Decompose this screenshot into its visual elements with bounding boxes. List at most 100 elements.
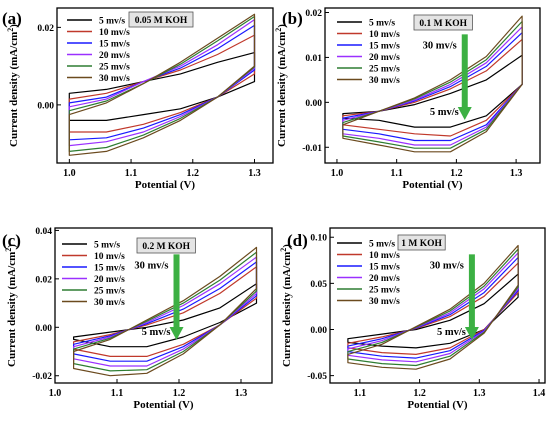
legend-label: 25 mv/s xyxy=(94,287,125,297)
scan-rate-arrow-head xyxy=(464,327,479,341)
x-tick-label: 1.3 xyxy=(235,388,248,399)
cv-curve-10-mv-s xyxy=(68,34,256,133)
legend-label: 10 mv/s xyxy=(369,251,400,261)
arrow-top-label: 30 mv/s xyxy=(134,260,168,271)
x-tick-label: 1.0 xyxy=(331,168,344,179)
y-axis-title: Current density (mA/cm2) xyxy=(279,244,293,367)
y-axis-title-main: Current density (mA/cm xyxy=(6,252,18,367)
cv-curve-15-mv-s xyxy=(68,24,256,141)
x-tick-label: 1.2 xyxy=(450,168,463,179)
y-tick-label: -0.01 xyxy=(302,144,322,154)
y-tick-label: -0.05 xyxy=(307,372,327,382)
plot-frame xyxy=(56,7,274,164)
y-axis-title-main: Current density (mA/cm xyxy=(281,252,293,367)
y-axis-title-tail: ) xyxy=(281,244,293,248)
cv-curve-30-mv-s xyxy=(342,15,523,153)
x-tick-label: 1.3 xyxy=(473,388,486,399)
y-axis-title-sup: 2 xyxy=(4,248,13,252)
x-axis-title: Potential (V) xyxy=(133,399,194,411)
plot-frame xyxy=(329,227,546,384)
panel-b: 1.0 1.1 1.2 1.3 -0.01 0.00 0.01 0.02 Potential (… xyxy=(274,7,541,191)
legend-label: 20 mv/s xyxy=(99,51,130,61)
y-axis-title-sup: 2 xyxy=(274,28,283,32)
x-tick-label: 1.2 xyxy=(413,388,426,399)
legend-label: 30 mv/s xyxy=(94,298,125,308)
panel-label: (c) xyxy=(2,231,21,250)
y-axis-title-sup: 2 xyxy=(279,248,288,252)
concentration-box xyxy=(413,14,473,31)
arrow-top-label: 30 mv/s xyxy=(430,260,464,271)
legend-label: 5 mv/s xyxy=(369,240,395,250)
y-tick-label: -0.02 xyxy=(32,372,52,382)
x-tick-label: 1.1 xyxy=(390,168,403,179)
y-tick-label: 0.00 xyxy=(310,326,327,336)
cv-curve-25-mv-s xyxy=(68,15,256,152)
legend-label: 25 mv/s xyxy=(99,63,130,73)
arrow-bottom-label: 5 mv/s xyxy=(430,107,459,118)
x-tick-label: 1.4 xyxy=(533,388,546,399)
y-tick-label: 0.02 xyxy=(305,9,322,19)
x-tick-label: 1.1 xyxy=(125,168,138,179)
x-tick-label: 1.3 xyxy=(248,168,261,179)
legend-label: 30 mv/s xyxy=(99,74,130,84)
legend-label: 5 mv/s xyxy=(369,19,395,29)
legend-label: 10 mv/s xyxy=(99,28,130,38)
x-tick-label: 1.2 xyxy=(187,168,200,179)
scan-rate-arrow-head xyxy=(169,327,184,341)
y-axis-title: Current density (mA/cm2) xyxy=(4,244,18,367)
legend-label: 20 mv/s xyxy=(369,53,400,63)
legend-label: 25 mv/s xyxy=(369,286,400,296)
y-tick-label: 0.02 xyxy=(35,275,52,285)
x-tick-label: 1.0 xyxy=(49,388,62,399)
scan-rate-arrow-shaft xyxy=(173,254,180,329)
x-axis-title: Potential (V) xyxy=(407,399,468,411)
panel-a: 1.0 1.1 1.2 1.3 0.00 0.02 Potential (V) Current… xyxy=(2,7,274,191)
scan-rate-arrow-shaft xyxy=(468,254,475,329)
arrow-top-label: 30 mv/s xyxy=(423,40,457,51)
scan-rate-arrow-head xyxy=(457,107,472,121)
y-tick-label: 0.00 xyxy=(37,101,54,111)
y-axis-title: Current density (mA/cm2) xyxy=(6,24,20,147)
concentration-label: 1 M KOH xyxy=(401,239,442,249)
concentration-box xyxy=(397,234,446,251)
legend-label: 30 mv/s xyxy=(369,76,400,86)
legend-label: 15 mv/s xyxy=(369,42,400,52)
concentration-box xyxy=(136,237,196,254)
legend-label: 30 mv/s xyxy=(369,297,400,307)
panel-d: 1.1 1.2 1.3 1.4 -0.05 0.00 0.05 0.10 Potential (… xyxy=(279,227,546,411)
plot-frame xyxy=(54,227,273,384)
scan-rate-arrow-shaft xyxy=(461,34,468,109)
y-axis-title-main: Current density (mA/cm xyxy=(276,32,288,147)
panel-label: (a) xyxy=(2,9,22,28)
y-axis-title-tail: ) xyxy=(8,24,20,28)
x-tick-label: 1.3 xyxy=(510,168,523,179)
legend-label: 10 mv/s xyxy=(369,30,400,40)
panel-label: (b) xyxy=(282,9,303,28)
x-tick-label: 1.0 xyxy=(63,168,76,179)
legend-label: 5 mv/s xyxy=(94,241,120,251)
legend-label: 25 mv/s xyxy=(369,65,400,75)
legend-label: 15 mv/s xyxy=(369,263,400,273)
x-axis-title: Potential (V) xyxy=(402,179,463,191)
y-axis-title-tail: ) xyxy=(276,24,288,28)
cv-curve-30-mv-s xyxy=(68,13,256,156)
y-tick-label: 0.02 xyxy=(37,24,54,34)
legend-label: 20 mv/s xyxy=(94,275,125,285)
y-axis-title: Current density (mA/cm2) xyxy=(274,24,288,147)
legend-label: 20 mv/s xyxy=(369,274,400,284)
cv-curve-5-mv-s xyxy=(68,52,256,121)
x-axis-title: Potential (V) xyxy=(135,179,196,191)
panel-c: 1.0 1.1 1.2 1.3 -0.02 0.00 0.02 0.04 Potential (… xyxy=(2,227,273,411)
concentration-box xyxy=(128,11,194,28)
y-axis-title-sup: 2 xyxy=(6,28,15,32)
arrow-bottom-label: 5 mv/s xyxy=(437,327,466,338)
concentration-label: 0.1 M KOH xyxy=(419,19,467,29)
legend-label: 10 mv/s xyxy=(94,252,125,262)
cv-curve-30-mv-s xyxy=(73,246,258,377)
y-tick-label: 0.05 xyxy=(310,280,327,290)
y-tick-label: 0.00 xyxy=(35,324,52,334)
legend-label: 15 mv/s xyxy=(99,40,130,50)
plot-frame xyxy=(324,7,541,164)
